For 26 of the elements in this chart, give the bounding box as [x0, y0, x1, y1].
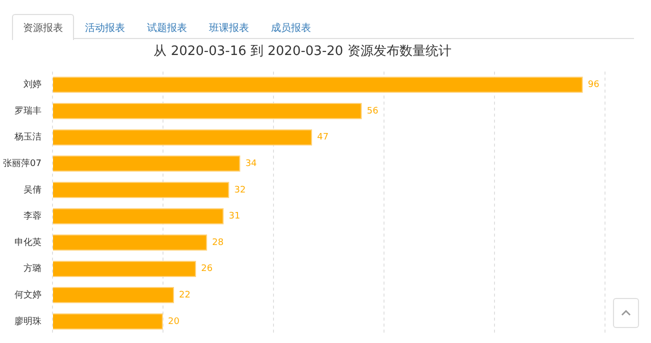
data-label: 32 — [234, 185, 246, 196]
data-label: 34 — [245, 158, 258, 169]
y-tick-label: 申化英 — [14, 236, 42, 248]
text: 活动报表 — [84, 22, 126, 36]
data-label: 22 — [179, 290, 190, 300]
y-tick-label: 何文婷 — [14, 289, 42, 300]
data-label: 28 — [212, 238, 224, 248]
data-label: 26 — [201, 264, 213, 274]
text: 试题报表 — [146, 22, 188, 36]
chart-title: 从 2020-03-16 到 2020-03-20 资源发布数量统计 — [154, 44, 452, 60]
text: 班课报表 — [208, 22, 250, 36]
y-tick-label: 李蓉 — [23, 210, 42, 222]
y-tick-label: 刘婷 — [23, 79, 42, 90]
data-label: 31 — [228, 212, 240, 222]
y-tick-label: 罗瑞丰 — [14, 105, 42, 116]
text: 资源报表 — [12, 14, 74, 40]
y-tick-label: 杨玉洁 — [13, 132, 42, 143]
data-label: 20 — [168, 316, 180, 327]
data-label: 96 — [588, 80, 600, 90]
y-tick-label: 张丽萍07 — [3, 158, 42, 169]
y-tick-label: 吴倩 — [23, 184, 42, 196]
y-tick-label: 廖明珠 — [14, 316, 42, 327]
text: 成员报表 — [270, 22, 312, 36]
y-tick-label: 方璐 — [23, 263, 42, 274]
data-label: 56 — [366, 106, 379, 116]
data-label: 47 — [317, 132, 329, 143]
